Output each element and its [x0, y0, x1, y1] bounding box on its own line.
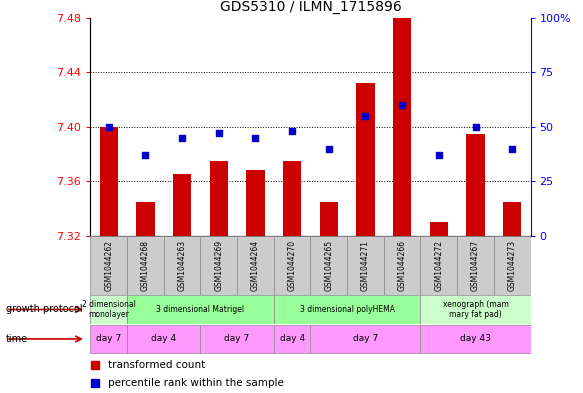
Bar: [100, 127, 118, 236]
Text: GSM1044273: GSM1044273: [508, 240, 517, 291]
Point: [177, 134, 187, 141]
Text: GSM1044269: GSM1044269: [214, 240, 223, 291]
Text: GSM1044267: GSM1044267: [471, 240, 480, 291]
Point: [90, 362, 100, 368]
Bar: [201, 325, 274, 353]
Text: transformed count: transformed count: [108, 360, 205, 370]
Text: day 7: day 7: [353, 334, 378, 343]
Point: [104, 123, 113, 130]
Bar: [457, 236, 494, 295]
Bar: [127, 325, 201, 353]
Text: day 4: day 4: [151, 334, 176, 343]
Bar: [430, 222, 448, 236]
Bar: [283, 161, 301, 236]
Bar: [209, 161, 228, 236]
Point: [324, 145, 333, 152]
Bar: [274, 296, 420, 324]
Bar: [173, 174, 191, 236]
Bar: [246, 170, 265, 236]
Bar: [384, 236, 420, 295]
Text: percentile rank within the sample: percentile rank within the sample: [108, 378, 284, 388]
Bar: [420, 296, 531, 324]
Bar: [90, 325, 127, 353]
Bar: [136, 202, 154, 236]
Bar: [347, 236, 384, 295]
Bar: [319, 202, 338, 236]
Text: GSM1044266: GSM1044266: [398, 240, 407, 291]
Bar: [237, 236, 274, 295]
Point: [471, 123, 480, 130]
Bar: [466, 134, 484, 236]
Text: GSM1044268: GSM1044268: [141, 240, 150, 291]
Bar: [356, 83, 375, 236]
Bar: [127, 236, 164, 295]
Bar: [494, 236, 531, 295]
Point: [141, 152, 150, 158]
Text: 2 dimensional
monolayer: 2 dimensional monolayer: [82, 300, 136, 319]
Bar: [310, 236, 347, 295]
Text: GSM1044271: GSM1044271: [361, 240, 370, 291]
Title: GDS5310 / ILMN_1715896: GDS5310 / ILMN_1715896: [220, 0, 401, 14]
Bar: [201, 236, 237, 295]
Text: GSM1044265: GSM1044265: [324, 240, 333, 291]
Text: growth protocol: growth protocol: [6, 305, 82, 314]
Bar: [420, 236, 457, 295]
Point: [214, 130, 223, 136]
Bar: [127, 296, 274, 324]
Bar: [274, 325, 310, 353]
Text: GSM1044262: GSM1044262: [104, 240, 113, 291]
Bar: [310, 325, 420, 353]
Text: 3 dimensional Matrigel: 3 dimensional Matrigel: [156, 305, 244, 314]
Text: day 7: day 7: [96, 334, 121, 343]
Point: [251, 134, 260, 141]
Text: day 4: day 4: [279, 334, 305, 343]
Text: time: time: [6, 334, 28, 344]
Bar: [90, 296, 127, 324]
Bar: [274, 236, 310, 295]
Text: xenograph (mam
mary fat pad): xenograph (mam mary fat pad): [442, 300, 508, 319]
Text: day 7: day 7: [224, 334, 250, 343]
Point: [434, 152, 444, 158]
Bar: [393, 9, 412, 236]
Point: [361, 113, 370, 119]
Text: GSM1044270: GSM1044270: [287, 240, 297, 291]
Text: GSM1044263: GSM1044263: [178, 240, 187, 291]
Text: day 43: day 43: [460, 334, 491, 343]
Bar: [503, 202, 521, 236]
Point: [508, 145, 517, 152]
Point: [90, 380, 100, 386]
Point: [398, 102, 407, 108]
Text: GSM1044272: GSM1044272: [434, 240, 443, 291]
Bar: [90, 236, 127, 295]
Bar: [420, 325, 531, 353]
Point: [287, 128, 297, 134]
Text: GSM1044264: GSM1044264: [251, 240, 260, 291]
Text: 3 dimensional polyHEMA: 3 dimensional polyHEMA: [300, 305, 395, 314]
Bar: [164, 236, 201, 295]
